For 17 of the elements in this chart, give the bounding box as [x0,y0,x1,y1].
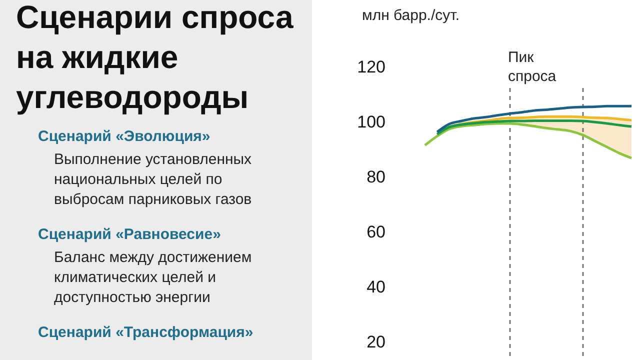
y-tick-label: 40 [366,278,386,297]
line-series [436,104,633,134]
text: Баланс между достижением климатических целей и доступностью энергии [54,249,252,306]
line-series [424,122,633,160]
text: Сценарий «Равновесие» [38,226,221,243]
text: Сценарий «Трансформация» [38,324,254,341]
y-tick-label: 60 [366,222,386,242]
y-tick-label: 80 [366,168,386,187]
annotation: Пик спроса [508,49,557,85]
text: Выполнение установленных национальных целей по выбросам парниковых газов [54,151,252,208]
y-tick-label: 120 [357,58,386,77]
y-tick-label: 100 [357,112,386,132]
y-tick-label: 20 [366,332,386,352]
text: млн барр./сут. [362,7,460,24]
line-series [436,119,633,136]
text: Сценарий «Эволюция» [38,128,210,145]
text: Сценарии спроса на жидкие углеводороды [16,0,294,115]
